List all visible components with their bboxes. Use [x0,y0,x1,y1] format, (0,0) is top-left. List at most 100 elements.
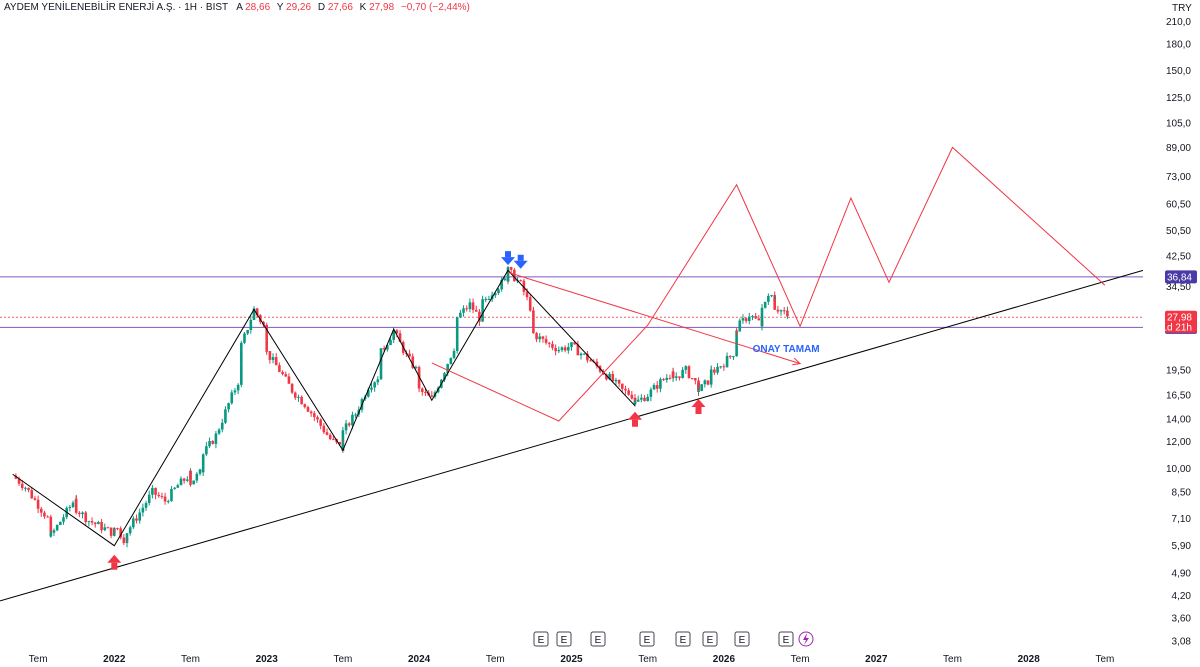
lightning-icon-bolt [803,633,809,645]
candle [271,353,275,364]
last-price-tag-countdown: 1d 21h [1161,323,1192,334]
candle-body [122,537,126,544]
candle-body [582,353,586,355]
down-arrow-0 [501,251,515,266]
candle-body [306,407,310,412]
candle [81,511,84,519]
candle-body [481,314,484,319]
candle [268,351,272,364]
zigzag-line [12,269,636,547]
candle-body [100,521,103,531]
candle-body [446,364,449,374]
candle-body [471,302,475,310]
candle [151,485,154,499]
candle-body [201,469,205,473]
up-arrow-0-head [107,554,122,563]
time-tick-label: 2027 [865,654,888,665]
price-scale[interactable]: TRY 210,0 180,0 150,0 125,0 105,0 89,00 73,00 6… [1143,0,1200,648]
candle [20,479,24,491]
candle-body [763,301,767,308]
candle [586,350,589,363]
candle-body [424,392,427,394]
candle [328,433,332,441]
time-scale[interactable]: Tem 2022 Tem 2023 Tem 2024 Tem 2025 Tem 2026 Tem 20… [0,648,1200,667]
candle [538,333,542,343]
target-arrow-head [792,357,802,366]
candle [84,510,88,525]
candle [424,388,427,396]
candle-body [586,353,589,361]
candle-body [103,527,107,531]
candle-body [166,501,170,503]
candle [389,337,392,346]
candle [567,342,570,354]
candle [532,306,535,319]
candle-body [757,318,761,321]
high-value: 29,26 [286,2,311,13]
candle [478,308,481,326]
candle-body [144,503,148,508]
candle-body [303,404,307,408]
candle-body [481,308,484,315]
trendline [0,269,1144,602]
candle [236,383,240,395]
candle [265,346,268,355]
candle-body [30,490,34,499]
price-tick-label: 73,00 [1166,172,1191,183]
candle-body [386,345,389,350]
candle-body [455,319,459,329]
candle-body [532,317,535,322]
candle-body [513,269,516,282]
candle [119,526,122,540]
candle [27,487,30,493]
candle [757,315,761,321]
candle-body [709,376,713,378]
candle [214,430,218,449]
candle-body [767,295,770,302]
candle [652,383,656,390]
candle-body [163,496,167,502]
candle [43,510,46,519]
candle-body [630,394,634,399]
candle [713,367,716,376]
candle [157,492,161,498]
candle [779,309,783,316]
earnings-marker-label: E [595,635,602,646]
candle-body [646,396,649,402]
candle-body [611,373,615,382]
candle [732,355,735,361]
candle [513,267,516,282]
candle-body [33,498,37,500]
earnings-marker-6: E [734,631,750,647]
symbol-name[interactable]: AYDEM YENİLENEBİLİR ENERJİ A.Ş. · 1H · B… [4,0,228,13]
candle-body [341,440,345,442]
candle [408,349,411,358]
candle [144,500,148,511]
candle [252,306,256,321]
candle [465,305,469,312]
candle [443,371,446,382]
candle-body [243,333,246,343]
candle-body [633,401,637,404]
candle-body [182,478,186,481]
candle-body [547,342,551,344]
price-tick-label: 3,60 [1172,614,1192,625]
candle-body [119,528,122,538]
candle-body [459,312,462,318]
candle [306,405,310,413]
candle-body [535,333,538,340]
candle [376,376,380,386]
candle [471,298,475,314]
candle-body [284,374,288,377]
candle-body [14,475,18,479]
candle-body [24,487,27,489]
candle [59,521,62,526]
time-tick-label: 2025 [560,654,583,665]
candle-body [640,397,643,400]
horizontal-levels [0,276,1143,328]
candle [249,315,253,334]
up-arrow-0 [107,554,122,570]
